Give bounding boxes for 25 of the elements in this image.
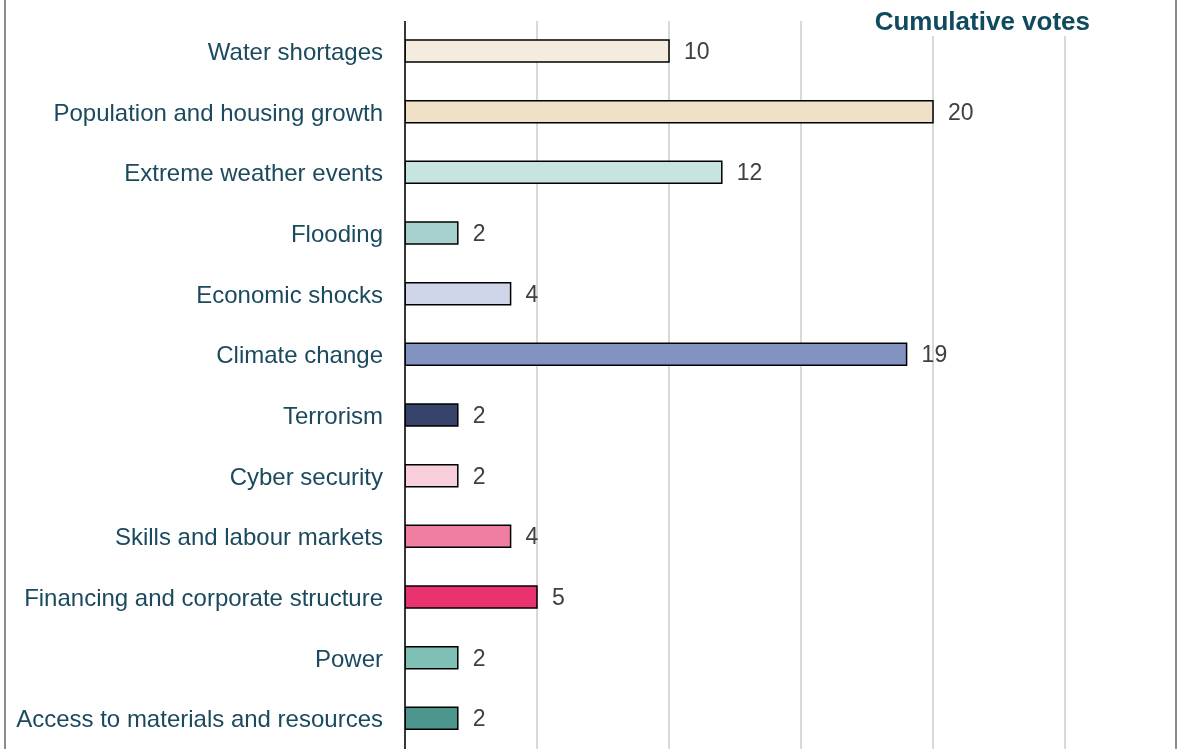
data-label: 2 bbox=[472, 220, 486, 247]
y-tick-label: Climate change bbox=[216, 341, 383, 369]
y-tick-label: Access to materials and resources bbox=[16, 705, 383, 733]
y-tick-label: Financing and corporate structure bbox=[24, 583, 383, 611]
y-tick-label: Skills and labour markets bbox=[114, 523, 383, 551]
y-tick-label: Flooding bbox=[290, 219, 383, 247]
data-label: 5 bbox=[552, 584, 565, 611]
y-tick-label: Cyber security bbox=[229, 462, 383, 490]
y-tick-label: Extreme weather events bbox=[124, 159, 383, 187]
chart-title: Cumulative votes bbox=[874, 6, 1090, 36]
data-label: 4 bbox=[525, 280, 539, 307]
data-label: 20 bbox=[948, 98, 974, 125]
data-label: 2 bbox=[472, 644, 486, 671]
data-label: 4 bbox=[525, 523, 539, 550]
y-tick-label: Population and housing growth bbox=[53, 98, 383, 126]
data-label: 19 bbox=[921, 341, 948, 368]
y-tick-label: Economic shocks bbox=[196, 280, 383, 308]
y-tick-label: Water shortages bbox=[207, 37, 383, 65]
data-label: 10 bbox=[684, 38, 710, 65]
data-label: 2 bbox=[472, 705, 486, 732]
data-label: 2 bbox=[472, 402, 486, 429]
data-label: 12 bbox=[736, 159, 763, 186]
y-tick-label: Terrorism bbox=[283, 401, 383, 429]
data-label: 2 bbox=[472, 462, 486, 489]
y-tick-label: Power bbox=[314, 644, 383, 672]
